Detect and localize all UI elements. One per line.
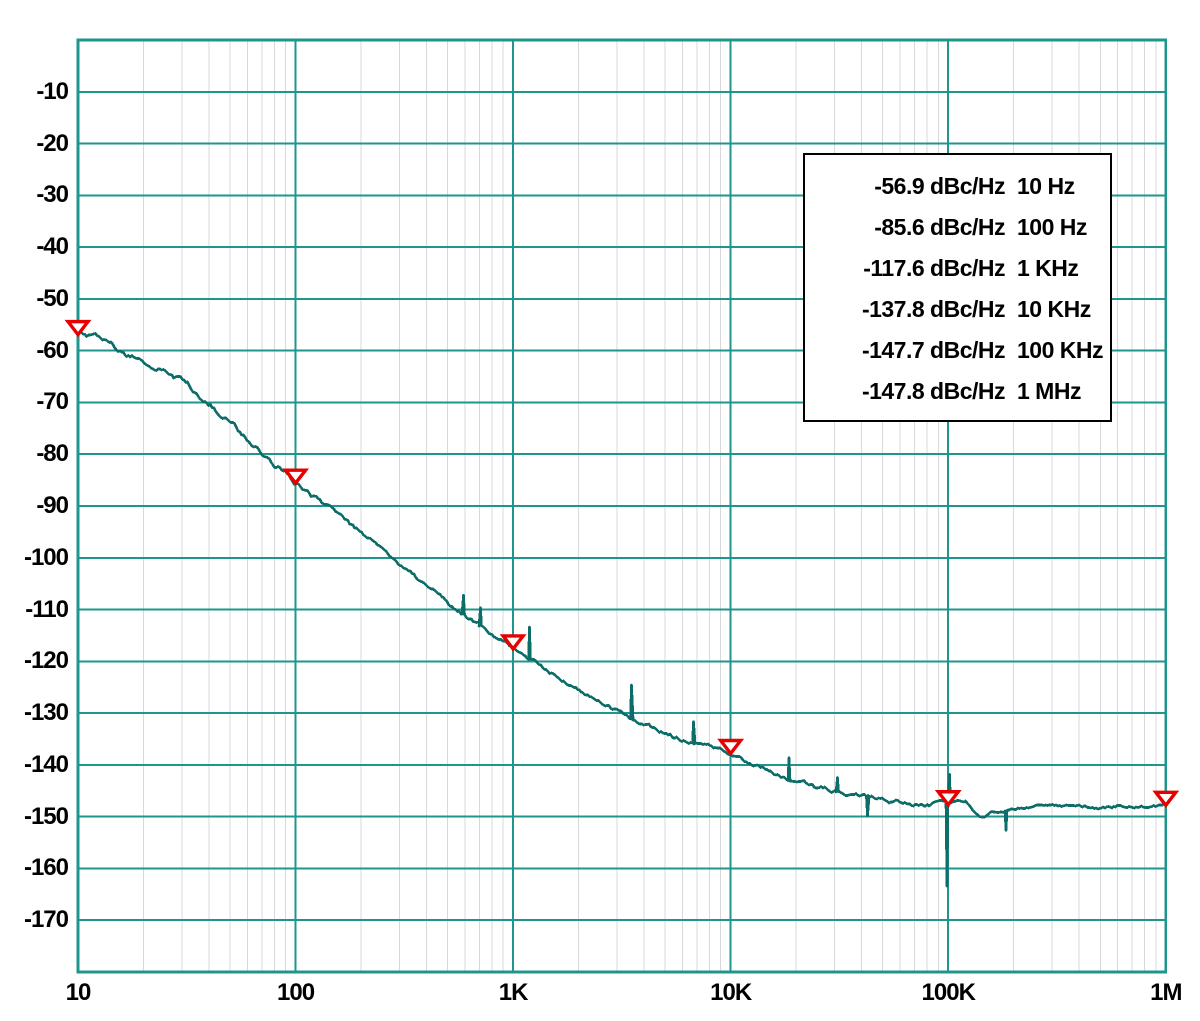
x-tick-label: 10: [65, 979, 92, 1006]
legend-row: -147.7 dBc/Hz 100 KHz: [805, 330, 1110, 371]
y-tick-label: -90: [36, 492, 69, 519]
phase-noise-curve: [77, 329, 1166, 888]
y-tick-label: -130: [23, 699, 69, 727]
legend-frequency: 10 KHz: [1017, 296, 1091, 322]
legend-row: -85.6 dBc/Hz 100 Hz: [805, 207, 1110, 248]
x-tick-label: 1K: [498, 979, 529, 1006]
y-tick-label: -100: [23, 543, 69, 571]
legend-level: -147.8 dBc/Hz: [861, 378, 1006, 404]
plot-frame: [76, 38, 1168, 974]
legend-row: -137.8 dBc/Hz 10 KHz: [805, 289, 1110, 330]
decade-marker: [499, 634, 527, 652]
y-tick-label: -60: [36, 336, 69, 364]
y-tick-label: -30: [36, 181, 69, 209]
legend-row: -117.6 dBc/Hz 1 KHz: [805, 248, 1110, 289]
decade-marker: [717, 738, 745, 757]
y-tick-label: -160: [23, 854, 69, 882]
legend-level: -56.9 dBc/Hz: [874, 173, 1005, 199]
decade-marker: [934, 790, 962, 808]
legend-row: -56.9 dBc/Hz 10 Hz: [805, 166, 1110, 207]
legend-frequency: 100 Hz: [1017, 214, 1087, 240]
y-tick-label: -110: [25, 595, 69, 623]
x-tick-label: 100: [277, 979, 315, 1006]
legend-level: -147.7 dBc/Hz: [861, 337, 1006, 363]
y-tick-label: -80: [36, 440, 69, 468]
y-tick-label: -170: [23, 906, 69, 934]
legend-frequency: 1 MHz: [1017, 378, 1081, 404]
legend-row: -147.8 dBc/Hz 1 MHz: [805, 371, 1110, 412]
x-tick-label: 100K: [921, 979, 976, 1006]
decade-marker: [1152, 790, 1180, 809]
decade-marker: [64, 319, 92, 338]
y-tick-label: -10: [36, 77, 69, 105]
y-tick-label: -40: [36, 233, 69, 261]
y-tick-label: -70: [36, 388, 69, 416]
y-tick-label: -150: [23, 802, 69, 830]
y-tick-label: -50: [36, 284, 69, 312]
legend-frequency: 1 KHz: [1017, 255, 1079, 281]
legend-frequency: 10 Hz: [1017, 173, 1075, 199]
legend-level: -117.6 dBc/Hz: [863, 255, 1005, 281]
decade-marker: [282, 468, 310, 487]
legend-box: -56.9 dBc/Hz 10 Hz -85.6 dBc/Hz 100 Hz -117.…: [803, 153, 1112, 422]
x-tick-label: 1M: [1150, 979, 1182, 1006]
x-tick-label: 10K: [710, 979, 752, 1006]
legend-level: -85.6 dBc/Hz: [874, 214, 1005, 240]
y-tick-label: -20: [36, 129, 69, 157]
y-tick-label: -120: [23, 647, 69, 675]
legend-frequency: 100 KHz: [1017, 337, 1103, 363]
y-tick-label: -140: [23, 750, 69, 778]
legend-level: -137.8 dBc/Hz: [861, 296, 1006, 322]
